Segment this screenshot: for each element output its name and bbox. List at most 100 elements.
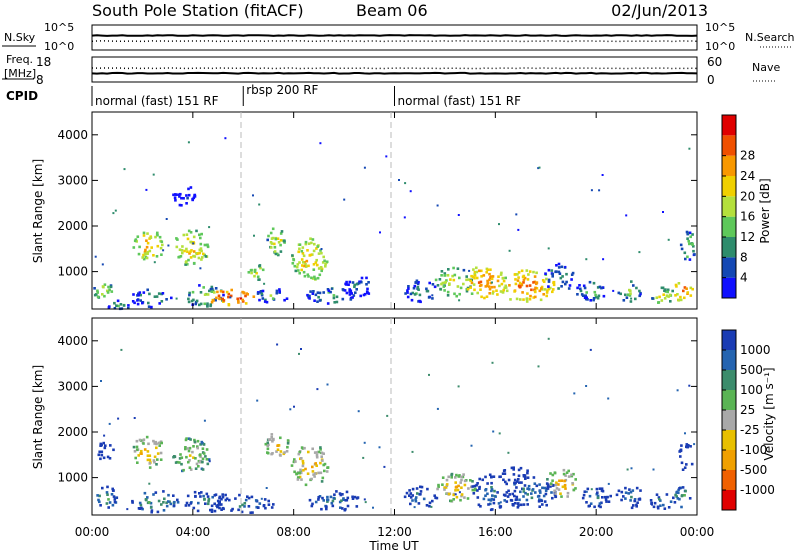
heatmap-cell: [620, 498, 623, 502]
heatmap-cell: [620, 490, 624, 494]
heatmap-cell: [96, 289, 99, 293]
heatmap-cell: [263, 300, 267, 303]
heatmap-cell: [498, 223, 500, 226]
heatmap-cell: [526, 469, 529, 472]
heatmap-cell: [566, 495, 569, 498]
heatmap-cell: [162, 509, 166, 512]
heatmap-cell: [152, 439, 155, 443]
heatmap-cell: [462, 473, 465, 476]
heatmap-cell: [411, 291, 415, 295]
heatmap-cell: [147, 442, 150, 446]
heatmap-cell: [143, 253, 147, 256]
heatmap-cell: [106, 485, 109, 489]
heatmap-cell: [564, 474, 567, 477]
heatmap-cell: [154, 235, 157, 239]
heatmap-cell: [279, 454, 282, 457]
heatmap-cell: [486, 282, 489, 285]
heatmap-cell: [303, 446, 306, 450]
heatmap-cell: [585, 296, 588, 299]
heatmap-cell: [353, 283, 356, 287]
heatmap-cell: [491, 361, 494, 364]
heatmap-cell: [366, 287, 369, 291]
heatmap-cell: [512, 504, 515, 507]
heatmap-cell: [450, 473, 453, 477]
heatmap-cell: [598, 502, 602, 505]
heatmap-cell: [186, 237, 190, 241]
heatmap-cell: [578, 284, 581, 287]
heatmap-cell: [651, 297, 654, 300]
heatmap-cell: [149, 501, 153, 505]
heatmap-cell: [418, 293, 422, 297]
heatmap-cell: [341, 493, 344, 496]
heatmap-cell: [584, 294, 587, 297]
heatmap-cell: [177, 193, 181, 196]
heatmap-cell: [188, 293, 191, 297]
heatmap-cell: [513, 501, 517, 505]
heatmap-cell: [139, 503, 143, 507]
heatmap-cell: [204, 502, 207, 505]
heatmap-cell: [178, 248, 182, 251]
heatmap-cell: [186, 447, 190, 450]
heatmap-cell: [460, 475, 463, 479]
heatmap-cell: [149, 506, 153, 509]
heatmap-cell: [539, 491, 542, 494]
heatmap-cell: [585, 501, 588, 504]
heatmap-cell: [512, 466, 515, 469]
heatmap-cell: [320, 248, 323, 250]
colorbar-swatch: [722, 430, 736, 450]
heatmap-cell: [293, 470, 296, 474]
heatmap-cell: [598, 189, 601, 192]
heatmap-cell: [475, 266, 478, 270]
freq-series-line: [91, 71, 698, 75]
nave-series-line: [91, 67, 698, 70]
heatmap-cell: [295, 265, 299, 269]
heatmap-cell: [106, 291, 110, 294]
heatmap-cell: [146, 250, 150, 254]
heatmap-cell: [500, 271, 503, 275]
heatmap-cell: [443, 274, 446, 277]
heatmap-cell: [595, 487, 599, 491]
heatmap-cell: [462, 268, 466, 272]
heatmap-cell: [660, 286, 664, 290]
heatmap-cell: [307, 450, 310, 454]
heatmap-cell: [296, 478, 300, 481]
heatmap-cell: [537, 167, 540, 170]
heatmap-cell: [222, 293, 225, 297]
heatmap-cell: [585, 258, 588, 261]
heatmap-cell: [185, 437, 188, 440]
colorbar-swatch: [722, 115, 736, 136]
heatmap-cell: [540, 499, 544, 503]
heatmap-cell: [666, 290, 669, 294]
heatmap-cell: [143, 250, 147, 254]
heatmap-cell: [275, 450, 278, 453]
heatmap-cell: [214, 298, 217, 301]
heatmap-cell: [493, 489, 496, 493]
heatmap-cell: [163, 497, 166, 501]
heatmap-cell: [93, 287, 96, 290]
heatmap-cell: [308, 294, 311, 298]
heatmap-cell: [688, 147, 691, 150]
heatmap-cell: [660, 299, 664, 302]
heatmap-cell: [146, 232, 149, 235]
heatmap-cell: [398, 179, 400, 181]
heatmap-cell: [146, 288, 149, 292]
heatmap-cell: [299, 468, 302, 472]
heatmap-cell: [517, 271, 521, 274]
heatmap-cell: [319, 266, 323, 269]
heatmap-cell: [414, 499, 418, 503]
heatmap-cell: [186, 494, 190, 498]
heatmap-cell: [249, 511, 252, 514]
heatmap-cell: [182, 468, 185, 472]
heatmap-cell: [518, 498, 521, 502]
heatmap-cell: [342, 288, 345, 292]
heatmap-cell: [240, 510, 244, 514]
heatmap-cell: [199, 236, 202, 240]
heatmap-cell: [189, 438, 192, 441]
heatmap-cell: [523, 484, 527, 487]
heatmap-cell: [304, 265, 308, 268]
heatmap-cell: [559, 276, 563, 280]
heatmap-cell: [229, 296, 232, 299]
heatmap-cell: [217, 294, 221, 298]
heatmap-cell: [257, 278, 260, 281]
heatmap-cell: [446, 294, 450, 297]
